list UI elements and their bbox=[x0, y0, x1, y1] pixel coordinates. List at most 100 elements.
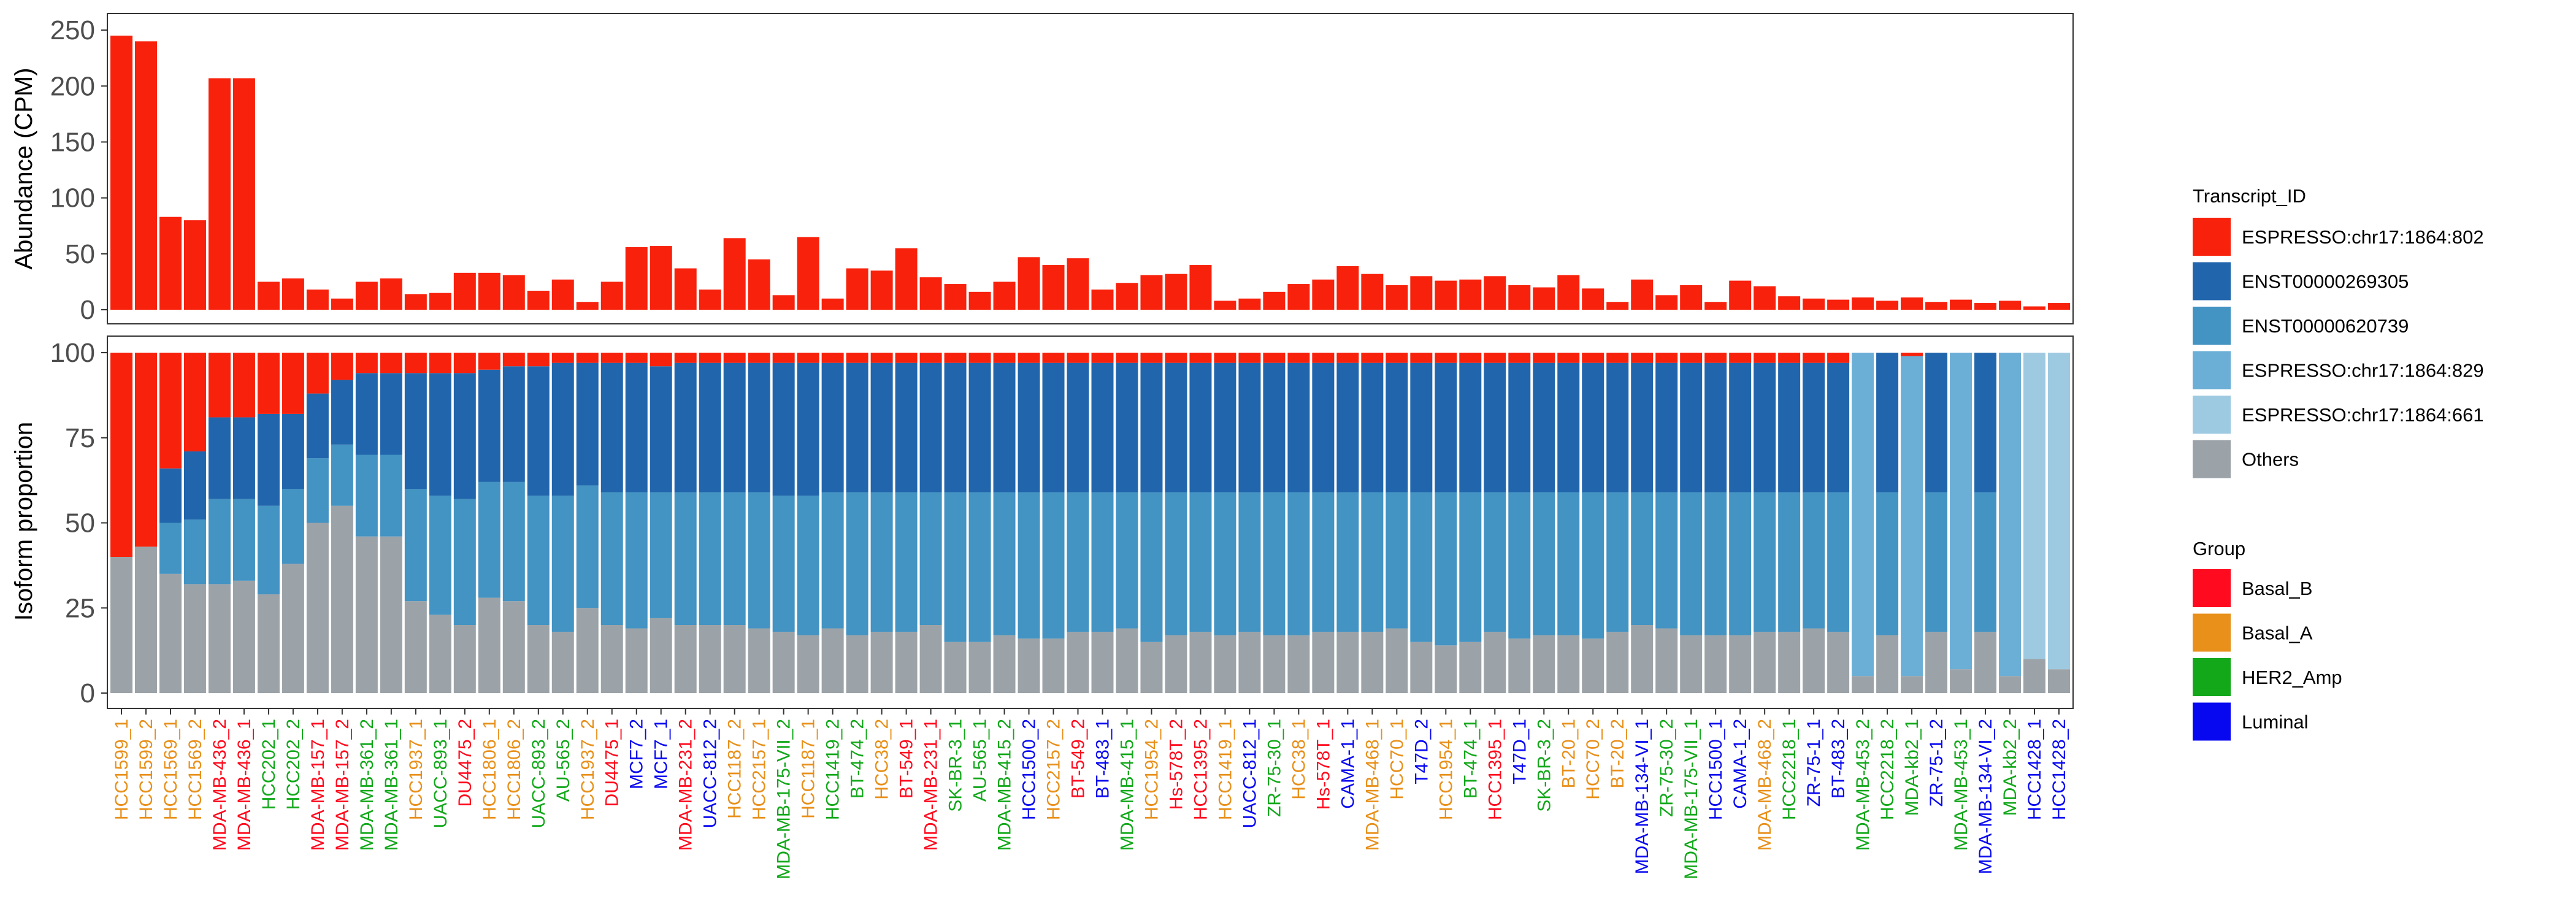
x-tick-label: HCC1599_2 bbox=[136, 719, 156, 820]
proportion-bar-segment bbox=[159, 523, 182, 574]
abundance-tick-label: 250 bbox=[50, 15, 95, 45]
proportion-bar-segment bbox=[1680, 492, 1703, 635]
proportion-bar-segment bbox=[527, 496, 550, 625]
proportion-bar-segment bbox=[527, 353, 550, 367]
x-tick-label: MDA-MB-453_1 bbox=[1951, 719, 1971, 851]
proportion-bar-segment bbox=[1754, 362, 1776, 493]
abundance-bar bbox=[1140, 275, 1163, 310]
proportion-bar-segment bbox=[1165, 353, 1187, 363]
proportion-tick-label: 0 bbox=[80, 678, 95, 708]
abundance-bar bbox=[1852, 297, 1874, 310]
x-tick-label: HCC1569_2 bbox=[185, 719, 205, 820]
abundance-bar bbox=[1950, 299, 1972, 310]
abundance-bar bbox=[355, 282, 378, 310]
proportion-bar-segment bbox=[1336, 632, 1359, 693]
x-tick-label: HCC2157_1 bbox=[749, 719, 770, 820]
proportion-bar-segment bbox=[355, 536, 378, 693]
proportion-bar-segment bbox=[1361, 362, 1384, 493]
proportion-bar-segment bbox=[650, 366, 672, 493]
x-tick-label: BT-483_1 bbox=[1092, 719, 1113, 799]
x-tick-label: ZR-75-30_1 bbox=[1264, 719, 1284, 817]
proportion-bar-segment bbox=[331, 353, 353, 380]
proportion-bar-segment bbox=[1631, 353, 1654, 363]
abundance-bar bbox=[919, 277, 942, 310]
proportion-bar-segment bbox=[257, 353, 280, 414]
proportion-bar-segment bbox=[748, 628, 770, 693]
proportion-bar-segment bbox=[699, 353, 721, 363]
proportion-bar-segment bbox=[1827, 632, 1850, 693]
proportion-bar-segment bbox=[257, 505, 280, 595]
abundance-bar bbox=[1803, 298, 1825, 310]
x-tick-label: HCC1395_2 bbox=[1190, 719, 1211, 820]
proportion-bar-segment bbox=[846, 353, 868, 363]
x-tick-label: Hs-578T_1 bbox=[1313, 719, 1333, 810]
proportion-bar-segment bbox=[1803, 492, 1825, 629]
proportion-bar-segment bbox=[748, 353, 770, 363]
proportion-bar-segment bbox=[1312, 362, 1335, 493]
proportion-bar-segment bbox=[2023, 659, 2046, 693]
proportion-bar-segment bbox=[110, 353, 132, 557]
group-legend-swatch bbox=[2193, 569, 2231, 607]
x-tick-label: HCC2218_1 bbox=[1779, 719, 1800, 820]
proportion-bar-segment bbox=[1410, 353, 1433, 363]
x-tick-label: HCC1187_1 bbox=[799, 719, 819, 819]
proportion-bar-segment bbox=[1459, 642, 1482, 693]
proportion-bar-segment bbox=[1778, 632, 1801, 693]
proportion-bar-segment bbox=[502, 366, 525, 482]
proportion-bar-segment bbox=[895, 492, 918, 632]
proportion-bar-segment bbox=[919, 625, 942, 693]
abundance-bar bbox=[1018, 257, 1040, 310]
x-tick-label: UACC-812_1 bbox=[1240, 719, 1260, 828]
proportion-bar-segment bbox=[1754, 353, 1776, 363]
proportion-bar-segment bbox=[772, 496, 795, 632]
proportion-bar-segment bbox=[723, 625, 746, 693]
proportion-bar-segment bbox=[551, 362, 574, 496]
proportion-bar-segment bbox=[1803, 362, 1825, 493]
proportion-bar-segment bbox=[699, 362, 721, 493]
proportion-tick-label: 100 bbox=[50, 338, 95, 368]
proportion-bar-segment bbox=[1901, 676, 1923, 693]
proportion-bar-segment bbox=[429, 615, 451, 693]
transcript-legend: Transcript_ID ESPRESSO:chr17:1864:802 ENS… bbox=[2193, 185, 2484, 478]
x-tick-label: HCC2218_2 bbox=[1877, 719, 1898, 820]
x-tick-label: ZR-75-1_2 bbox=[1926, 719, 1947, 807]
proportion-bar-segment bbox=[331, 505, 353, 693]
proportion-y-ticks: 0 25 50 75 100 bbox=[50, 338, 107, 708]
proportion-bar-segment bbox=[1435, 492, 1457, 646]
abundance-bar bbox=[1189, 265, 1212, 310]
proportion-bar-segment bbox=[1704, 635, 1727, 693]
abundance-bar bbox=[674, 268, 697, 310]
proportion-bar-segment bbox=[232, 353, 255, 418]
abundance-bar bbox=[551, 279, 574, 310]
proportion-bar-segment bbox=[1263, 362, 1286, 493]
proportion-bar-segment bbox=[576, 485, 599, 608]
abundance-bar bbox=[1876, 301, 1899, 310]
abundance-bar bbox=[257, 282, 280, 310]
x-tick-label: HCC38_1 bbox=[1289, 719, 1309, 800]
proportion-bar-segment bbox=[1999, 676, 2022, 693]
proportion-bar-segment bbox=[1042, 492, 1065, 639]
x-tick-label: HCC1395_1 bbox=[1485, 719, 1505, 820]
proportion-bar-segment bbox=[944, 492, 967, 642]
transcript-legend-label: ESPRESSO:chr17:1864:802 bbox=[2242, 226, 2484, 248]
proportion-bar-segment bbox=[1925, 492, 1948, 632]
proportion-bar-segment bbox=[1018, 638, 1040, 693]
abundance-bar bbox=[208, 78, 231, 310]
x-tick-label: MDA-kb2_2 bbox=[2000, 719, 2020, 816]
abundance-bar bbox=[1508, 285, 1531, 310]
proportion-bar-segment bbox=[723, 362, 746, 493]
abundance-bar bbox=[331, 298, 353, 310]
proportion-bar-segment bbox=[1484, 492, 1506, 632]
abundance-bar bbox=[1631, 279, 1654, 310]
proportion-bar-segment bbox=[1754, 632, 1776, 693]
proportion-bar-segment bbox=[993, 492, 1016, 635]
x-tick-label: HCC1954_1 bbox=[1436, 719, 1456, 820]
proportion-bar-segment bbox=[600, 353, 623, 363]
proportion-bar-segment bbox=[772, 362, 795, 496]
abundance-bar bbox=[1435, 280, 1457, 310]
proportion-bar-segment bbox=[1410, 362, 1433, 493]
x-tick-label: HCC1187_2 bbox=[725, 719, 745, 819]
proportion-bar-segment bbox=[600, 492, 623, 625]
